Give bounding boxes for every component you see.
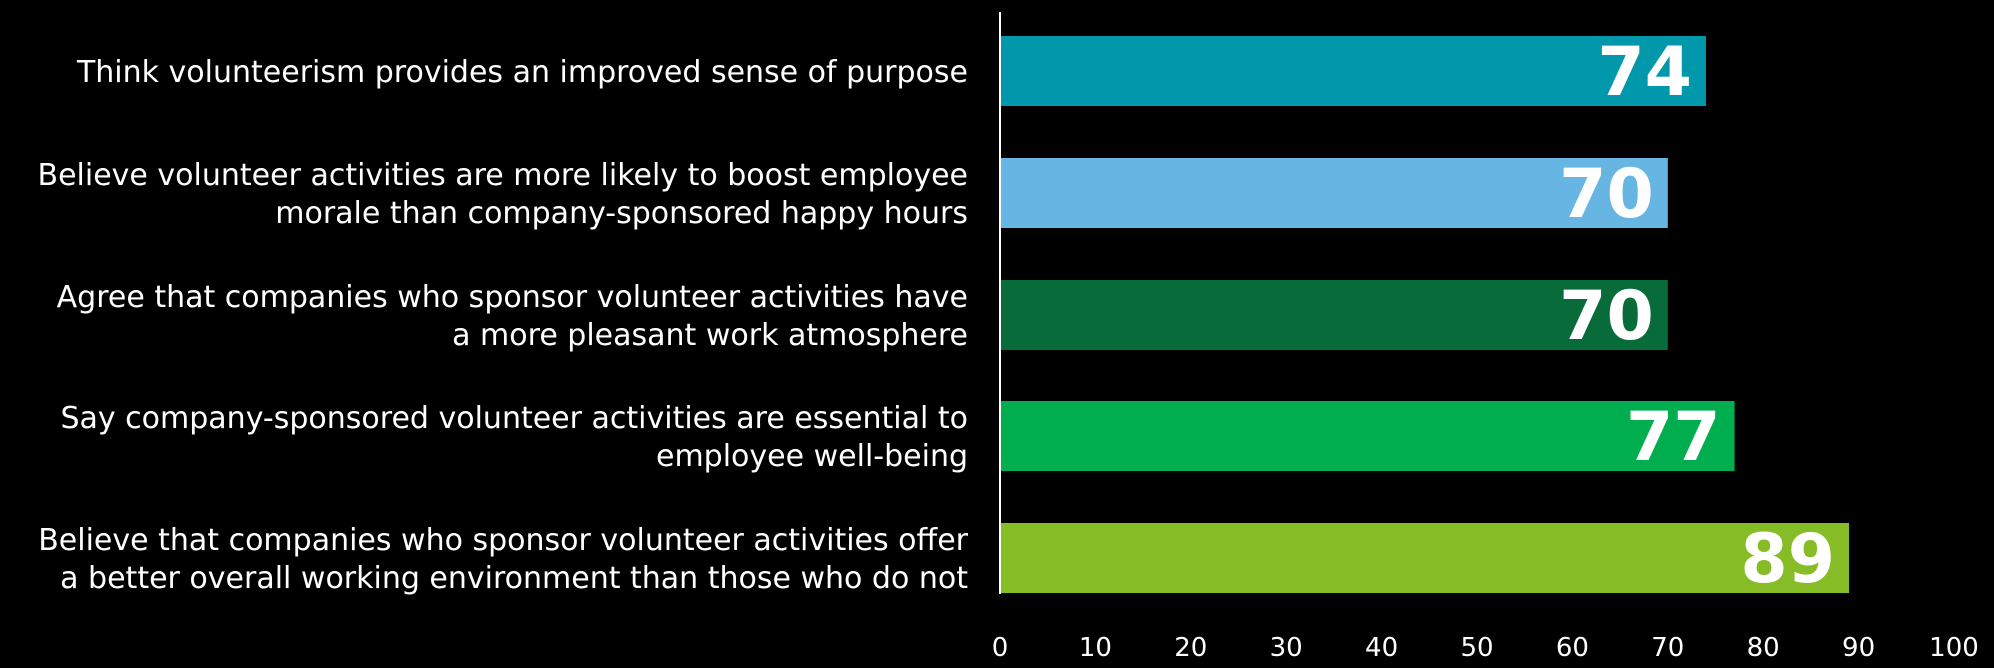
category-label-2: Believe volunteer activities are more li… — [38, 158, 968, 231]
bar-value-label-4: 77 — [1626, 398, 1721, 477]
bar-4 — [1000, 401, 1735, 471]
category-label-1: Think volunteerism provides an improved … — [76, 55, 968, 90]
bar-value-label-2: 70 — [1559, 155, 1654, 234]
x-tick-label-100: 100 — [1929, 633, 1979, 663]
x-tick-label-50: 50 — [1460, 633, 1493, 663]
bar-3 — [1000, 280, 1668, 350]
x-tick-label-0: 0 — [992, 633, 1009, 663]
category-label-line: Think volunteerism provides an improved … — [76, 55, 968, 90]
category-label-5: Believe that companies who sponsor volun… — [38, 523, 968, 596]
category-label-line: Believe that companies who sponsor volun… — [38, 523, 968, 558]
bar-value-label-5: 89 — [1740, 520, 1835, 599]
category-label-line: morale than company-sponsored happy hour… — [275, 196, 968, 231]
category-label-line: a more pleasant work atmosphere — [452, 318, 968, 353]
category-label-line: Believe volunteer activities are more li… — [38, 158, 968, 193]
x-tick-label-80: 80 — [1747, 633, 1780, 663]
x-tick-label-70: 70 — [1651, 633, 1684, 663]
x-tick-label-90: 90 — [1842, 633, 1875, 663]
category-label-line: Agree that companies who sponsor volunte… — [57, 280, 968, 315]
x-tick-label-20: 20 — [1174, 633, 1207, 663]
bar-value-label-3: 70 — [1559, 277, 1654, 356]
x-tick-label-60: 60 — [1556, 633, 1589, 663]
category-label-line: Say company-sponsored volunteer activiti… — [60, 401, 968, 436]
x-tick-label-30: 30 — [1270, 633, 1303, 663]
bar-2 — [1000, 158, 1668, 228]
category-label-4: Say company-sponsored volunteer activiti… — [60, 401, 968, 474]
category-label-line: a better overall working environment tha… — [60, 561, 968, 596]
category-label-line: employee well-being — [656, 439, 968, 474]
bar-1 — [1000, 36, 1706, 106]
category-label-3: Agree that companies who sponsor volunte… — [57, 280, 968, 353]
bar-5 — [1000, 523, 1850, 593]
x-tick-label-10: 10 — [1079, 633, 1112, 663]
x-tick-label-40: 40 — [1365, 633, 1398, 663]
bar-value-label-1: 74 — [1597, 33, 1692, 112]
